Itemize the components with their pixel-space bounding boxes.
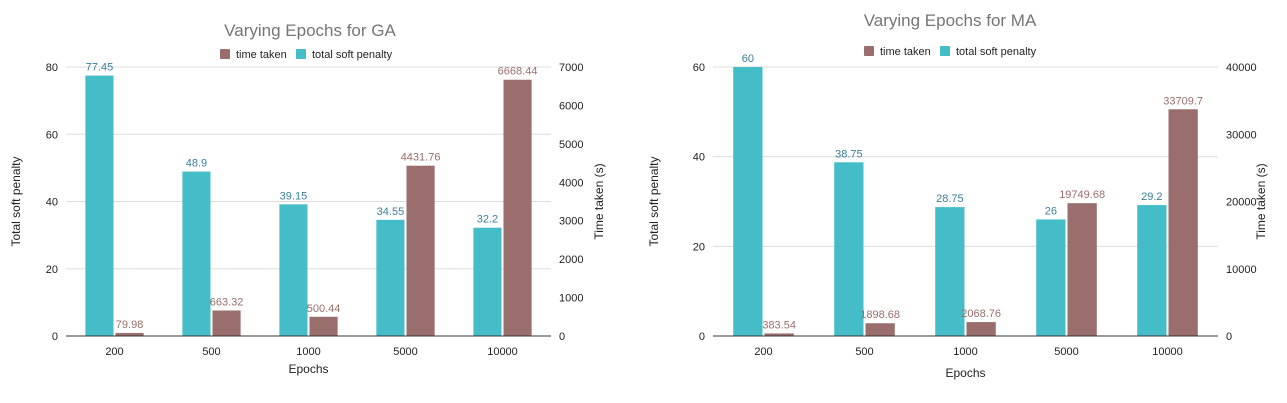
x-tick-label: 5000 <box>393 346 417 358</box>
data-label-time-taken: 19749.68 <box>1059 189 1105 201</box>
legend-label-soft: total soft penalty <box>956 46 1037 58</box>
y-axis-right-title: Time taken (s) <box>1254 163 1268 239</box>
data-label-time-taken: 383.54 <box>762 319 796 331</box>
bar-soft-penalty <box>834 162 864 336</box>
y-right-tick-label: 1000 <box>559 293 583 305</box>
y-right-tick-label: 4000 <box>559 177 583 189</box>
bar-time-taken <box>764 333 794 336</box>
y-right-tick-label: 2000 <box>559 254 583 266</box>
y-right-tick-label: 30000 <box>1226 129 1257 141</box>
bar-time-taken <box>115 332 144 336</box>
data-label-time-taken: 663.32 <box>210 297 244 309</box>
data-label-soft-penalty: 48.9 <box>186 158 207 170</box>
legend: time taken total soft penalty <box>864 46 1037 58</box>
chart-title: Varying Epochs for GA <box>224 21 396 40</box>
bar-time-taken <box>1067 203 1097 336</box>
y-left-tick-label: 60 <box>46 129 58 141</box>
legend-swatch-soft <box>940 46 950 56</box>
x-tick-label: 500 <box>855 346 873 358</box>
x-tick-label: 200 <box>754 346 772 358</box>
y-left-tick-label: 60 <box>693 62 705 74</box>
bar-soft-penalty <box>473 227 502 336</box>
y-left-tick-label: 40 <box>693 152 705 164</box>
bar-soft-penalty <box>1137 205 1167 336</box>
legend-label-time: time taken <box>880 46 931 58</box>
y-left-tick-label: 0 <box>52 331 58 343</box>
data-label-time-taken: 79.98 <box>116 319 144 331</box>
data-label-time-taken: 4431.76 <box>401 152 441 164</box>
bar-time-taken <box>406 165 435 336</box>
x-axis-title: Epochs <box>288 362 328 376</box>
y-right-tick-label: 10000 <box>1226 264 1257 276</box>
data-label-soft-penalty: 60 <box>742 53 754 65</box>
y-right-tick-label: 20000 <box>1226 197 1257 209</box>
data-label-time-taken: 33709.7 <box>1163 95 1203 107</box>
x-tick-label: 1000 <box>296 346 320 358</box>
bar-soft-penalty <box>279 204 308 336</box>
data-label-soft-penalty: 29.2 <box>1141 191 1162 203</box>
data-label-soft-penalty: 32.2 <box>477 214 498 226</box>
legend-label-time: time taken <box>236 49 287 61</box>
y-right-tick-label: 5000 <box>559 139 583 151</box>
y-left-tick-label: 80 <box>46 62 58 74</box>
bar-time-taken <box>1168 109 1198 336</box>
data-label-time-taken: 1898.68 <box>860 309 900 321</box>
chart-1: Varying Epochs for GA time taken total sof… <box>9 21 606 376</box>
data-label-soft-penalty: 38.75 <box>835 148 863 160</box>
data-label-soft-penalty: 26 <box>1045 205 1057 217</box>
data-label-time-taken: 500.44 <box>307 303 341 315</box>
y-left-tick-label: 40 <box>46 197 58 209</box>
bar-soft-penalty <box>376 219 405 336</box>
data-label-time-taken: 6668.44 <box>498 66 538 78</box>
y-right-tick-label: 7000 <box>559 62 583 74</box>
legend-label-soft: total soft penalty <box>312 49 393 61</box>
y-right-tick-label: 0 <box>559 331 565 343</box>
chart-title: Varying Epochs for MA <box>864 11 1037 30</box>
bar-time-taken <box>309 316 338 336</box>
bar-time-taken <box>865 323 895 336</box>
bar-soft-penalty <box>935 207 965 336</box>
y-left-tick-label: 0 <box>699 331 705 343</box>
legend-swatch-soft <box>296 49 306 59</box>
data-label-soft-penalty: 28.75 <box>936 193 964 205</box>
y-left-tick-label: 20 <box>46 264 58 276</box>
x-tick-label: 200 <box>105 346 123 358</box>
bar-soft-penalty <box>85 75 114 336</box>
y-axis-right-title: Time taken (s) <box>592 163 606 239</box>
y-axis-left-title: Total soft penalty <box>647 156 661 246</box>
x-tick-label: 1000 <box>953 346 977 358</box>
bar-time-taken <box>212 310 241 336</box>
x-tick-label: 5000 <box>1054 346 1078 358</box>
bar-soft-penalty <box>182 171 211 336</box>
y-right-tick-label: 6000 <box>559 100 583 112</box>
y-axis-left-title: Total soft penalty <box>9 156 23 246</box>
data-label-soft-penalty: 39.15 <box>280 190 308 202</box>
data-label-time-taken: 2068.76 <box>961 308 1001 320</box>
bar-time-taken <box>503 79 532 336</box>
y-right-tick-label: 40000 <box>1226 62 1257 74</box>
data-label-soft-penalty: 77.45 <box>86 62 114 74</box>
x-tick-label: 10000 <box>1152 346 1183 358</box>
y-left-tick-label: 20 <box>693 241 705 253</box>
bar-time-taken <box>966 322 996 336</box>
x-tick-label: 500 <box>202 346 220 358</box>
bar-soft-penalty <box>733 67 763 336</box>
bar-soft-penalty <box>1036 219 1066 336</box>
y-right-tick-label: 3000 <box>559 216 583 228</box>
legend-swatch-time <box>220 49 230 59</box>
y-right-tick-label: 0 <box>1226 331 1232 343</box>
legend-swatch-time <box>864 46 874 56</box>
x-tick-label: 10000 <box>487 346 518 358</box>
x-axis-title: Epochs <box>945 366 985 380</box>
legend: time taken total soft penalty <box>220 49 393 61</box>
data-label-soft-penalty: 34.55 <box>377 206 405 218</box>
chart-2: Varying Epochs for MA time taken total sof… <box>647 11 1268 380</box>
